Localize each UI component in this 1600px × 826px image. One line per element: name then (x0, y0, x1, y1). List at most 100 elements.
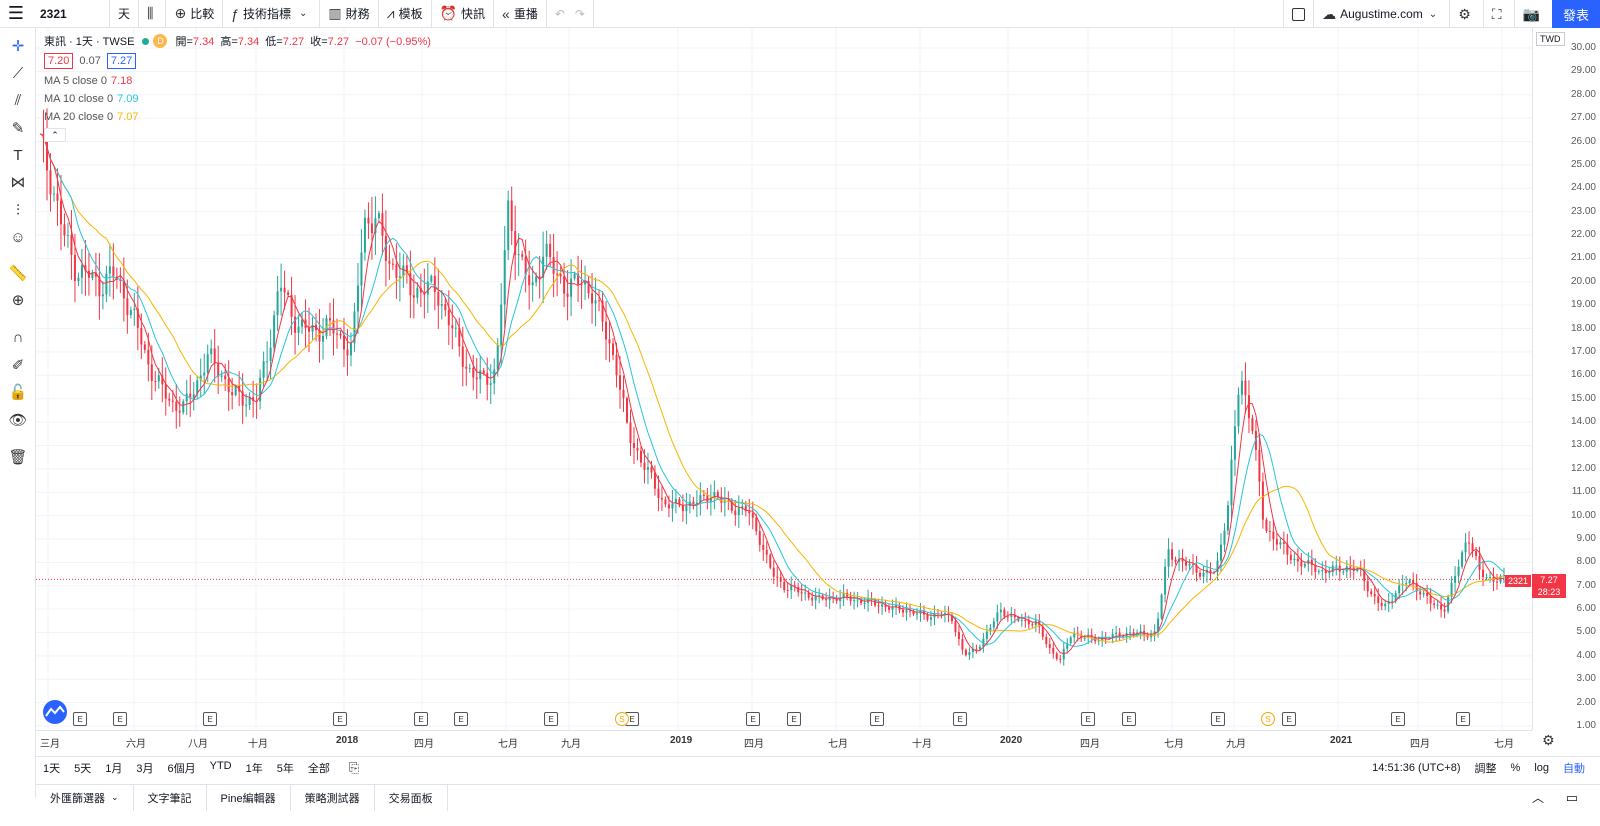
brush-icon[interactable]: ✎ (11, 120, 25, 137)
cloud-layout-button[interactable]: ☁ Augustime.com ⌄ (1313, 0, 1449, 28)
price-tick-label: 20.00 (1570, 275, 1596, 287)
layout-toggle[interactable] (1283, 0, 1313, 28)
earnings-marker[interactable]: E (1282, 712, 1296, 726)
earnings-marker[interactable]: E (746, 712, 760, 726)
fib-tool-icon[interactable]: ⫽ (14, 91, 22, 109)
tab-trading-panel[interactable]: 交易面板 (375, 784, 448, 811)
earnings-marker[interactable]: E (203, 712, 217, 726)
chart-type-button[interactable]: ⫼ (139, 0, 167, 28)
range-button[interactable]: YTD (209, 759, 232, 772)
range-button[interactable]: 5天 (74, 762, 92, 775)
ask-box[interactable]: 7.27 (106, 53, 137, 69)
log-toggle[interactable]: log (1534, 762, 1549, 774)
templates-button[interactable]: ⩘ 模板 (379, 0, 432, 28)
earnings-marker[interactable]: E (1211, 712, 1225, 726)
adjust-toggle[interactable]: 調整 (1474, 763, 1497, 775)
earnings-marker[interactable]: E (414, 712, 428, 726)
settings-button[interactable]: ⚙ (1449, 0, 1483, 28)
earnings-marker[interactable]: E (1122, 712, 1136, 726)
range-button[interactable]: 3月 (136, 762, 154, 775)
ma5-legend[interactable]: MA 5 close 0 7.18 (44, 72, 434, 90)
currency-selector[interactable]: TWD (1536, 32, 1565, 46)
auto-scale-toggle[interactable]: 自動 (1563, 763, 1585, 775)
close-label: 收= (310, 36, 328, 48)
candle-body (800, 592, 803, 594)
indicators-button[interactable]: ƒ 技術指標 ⌄ (223, 0, 321, 28)
range-button[interactable]: 全部 (307, 762, 330, 775)
trash-icon[interactable]: 🗑 (8, 449, 28, 466)
redo-icon[interactable]: ↷ (574, 6, 585, 21)
earnings-marker[interactable]: E (953, 712, 967, 726)
earnings-marker[interactable]: E (1391, 712, 1405, 726)
minimize-panel-icon[interactable]: ︿ (1531, 791, 1544, 805)
tab-text-notes[interactable]: 文字筆記 (134, 784, 207, 811)
symbol-search[interactable]: 2321 (32, 0, 110, 28)
candle-body (182, 401, 185, 413)
alert-button[interactable]: ⏰ 快訊 (432, 0, 495, 28)
bottom-panel-tabs: 外匯篩選器 ⌄ 文字筆記 Pine編輯器 策略測試器 交易面板 ︿ ▭ (36, 784, 1600, 811)
earnings-marker[interactable]: E (113, 712, 127, 726)
compare-button[interactable]: ⊕ 比較 (166, 0, 224, 28)
trend-line-icon[interactable]: ⟋ (12, 64, 24, 82)
candle-body (311, 324, 314, 332)
range-button[interactable]: 1天 (43, 762, 61, 775)
maximize-panel-icon[interactable]: ▭ (1565, 789, 1578, 805)
clock[interactable]: 14:51:36 (UTC+8) (1372, 762, 1461, 774)
text-tool-icon[interactable]: T (13, 146, 23, 164)
range-button[interactable]: 1月 (105, 762, 123, 775)
candle-body (1272, 531, 1275, 540)
goto-date-icon[interactable]: ⎘ (348, 759, 360, 775)
range-button[interactable]: 6個月 (167, 762, 196, 775)
earnings-marker[interactable]: E (1456, 712, 1470, 726)
financials-button[interactable]: ▥ 財務 (320, 0, 379, 28)
stay-drawing-icon[interactable]: ✐ (11, 357, 25, 374)
axis-settings-gear-icon[interactable]: ⚙ (1542, 732, 1555, 748)
legend-title[interactable]: 東訊 · 1天 · TWSE (44, 36, 135, 48)
earnings-marker[interactable]: E (787, 712, 801, 726)
earnings-marker[interactable]: E (454, 712, 468, 726)
candle-body (122, 280, 125, 299)
zoom-in-icon[interactable]: ⊕ (11, 292, 25, 309)
earnings-marker[interactable]: E (1081, 712, 1095, 726)
earnings-marker[interactable]: E (544, 712, 558, 726)
earnings-marker[interactable]: E (73, 712, 87, 726)
hamburger-menu-icon[interactable]: ☰ (7, 3, 25, 23)
interval-button[interactable]: 天 (110, 0, 140, 28)
lock-icon[interactable]: 🔓 (8, 384, 28, 401)
split-marker[interactable]: S (1261, 712, 1275, 726)
magnet-icon[interactable]: ∩ (12, 328, 24, 346)
candle-body (881, 604, 884, 607)
candle-body (297, 326, 300, 333)
tab-forex-screener[interactable]: 外匯篩選器 ⌄ (36, 784, 134, 811)
percent-toggle[interactable]: % (1510, 762, 1521, 774)
undo-icon[interactable]: ↶ (554, 6, 565, 21)
time-axis[interactable]: 三月 六月 八月 十月 2018 四月 七月 九月 2019 四月 七月 十月 2020 四月 七月 九月 20… (36, 730, 1532, 750)
price-tick-label: 29.00 (1570, 65, 1596, 77)
emoji-icon[interactable]: ☺ (10, 228, 26, 246)
tab-strategy-tester[interactable]: 策略測試器 (291, 784, 375, 811)
price-axis[interactable]: 30.00 29.00 28.00 27.00 26.00 25.00 24.00 23.00… (1532, 28, 1600, 731)
range-button[interactable]: 5年 (276, 762, 294, 775)
candle-body (1233, 426, 1236, 460)
ruler-icon[interactable]: 📏 (8, 265, 28, 282)
candle-body (451, 325, 454, 329)
split-marker[interactable]: S (615, 712, 629, 726)
range-button[interactable]: 1年 (245, 762, 263, 775)
price-chart[interactable] (36, 28, 1532, 730)
eye-icon[interactable]: 👁 (8, 412, 28, 429)
legend-collapse-button[interactable]: ⌃ (44, 128, 66, 142)
bid-box[interactable]: 7.20 (44, 53, 74, 69)
pattern-tool-icon[interactable]: ⋈ (10, 174, 26, 191)
fullscreen-button[interactable]: ⛶ (1482, 0, 1514, 28)
ma20-legend[interactable]: MA 20 close 0 7.07 (44, 108, 434, 126)
earnings-marker[interactable]: E (870, 712, 884, 726)
publish-button[interactable]: 發表 (1552, 0, 1600, 28)
crosshair-icon[interactable]: ✛ (11, 38, 25, 55)
prediction-tool-icon[interactable]: ⫶ (16, 201, 20, 219)
ma10-legend[interactable]: MA 10 close 0 7.09 (44, 90, 434, 108)
tab-pine-editor[interactable]: Pine編輯器 (207, 784, 291, 811)
snapshot-button[interactable]: 📷 (1513, 0, 1552, 28)
earnings-marker[interactable]: E (333, 712, 347, 726)
replay-button[interactable]: «重播 (494, 0, 547, 28)
replay-label: 重播 (513, 7, 538, 21)
